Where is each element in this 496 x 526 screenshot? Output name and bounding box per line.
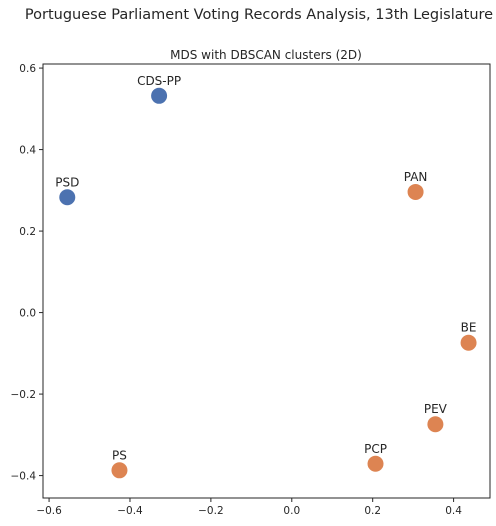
point-label-psd: PSD	[55, 175, 79, 189]
point-be	[460, 334, 477, 351]
point-cds-pp	[151, 87, 168, 104]
y-tick-label: 0.6	[19, 63, 36, 75]
x-tick-label: −0.2	[198, 505, 224, 517]
point-label-pan: PAN	[404, 170, 428, 184]
axis-ticks: −0.6 −0.4 −0.2 0.0 0.2 0.4 0.6 0.4 0.2 0.0 −0.2 −0.…	[11, 63, 463, 517]
x-tick-label: −0.4	[117, 505, 143, 517]
point-ps	[111, 462, 128, 479]
x-tick-label: 0.0	[283, 505, 300, 517]
axes-title: MDS with DBSCAN clusters (2D)	[170, 48, 362, 62]
x-tick-label: 0.4	[445, 505, 462, 517]
point-label-cds-pp: CDS-PP	[137, 74, 181, 88]
point-psd	[59, 189, 76, 206]
point-pev	[427, 416, 444, 433]
x-tick-label: 0.2	[364, 505, 381, 517]
point-label-pev: PEV	[424, 402, 448, 416]
y-tick-label: −0.2	[11, 389, 37, 401]
point-label-pcp: PCP	[364, 442, 387, 456]
data-points: CDS-PP PSD PAN BE PEV PCP PS	[55, 74, 477, 479]
figure-suptitle: Portuguese Parliament Voting Records Ana…	[25, 7, 493, 23]
x-tick-label: −0.6	[36, 505, 62, 517]
point-pcp	[367, 455, 384, 472]
plot-frame	[42, 63, 491, 499]
y-tick-label: 0.2	[19, 226, 36, 238]
y-tick-label: 0.0	[19, 308, 36, 320]
y-tick-label: 0.4	[19, 145, 36, 157]
point-label-ps: PS	[112, 448, 127, 462]
point-label-be: BE	[461, 321, 477, 335]
y-tick-label: −0.4	[11, 471, 37, 483]
point-pan	[407, 183, 424, 200]
